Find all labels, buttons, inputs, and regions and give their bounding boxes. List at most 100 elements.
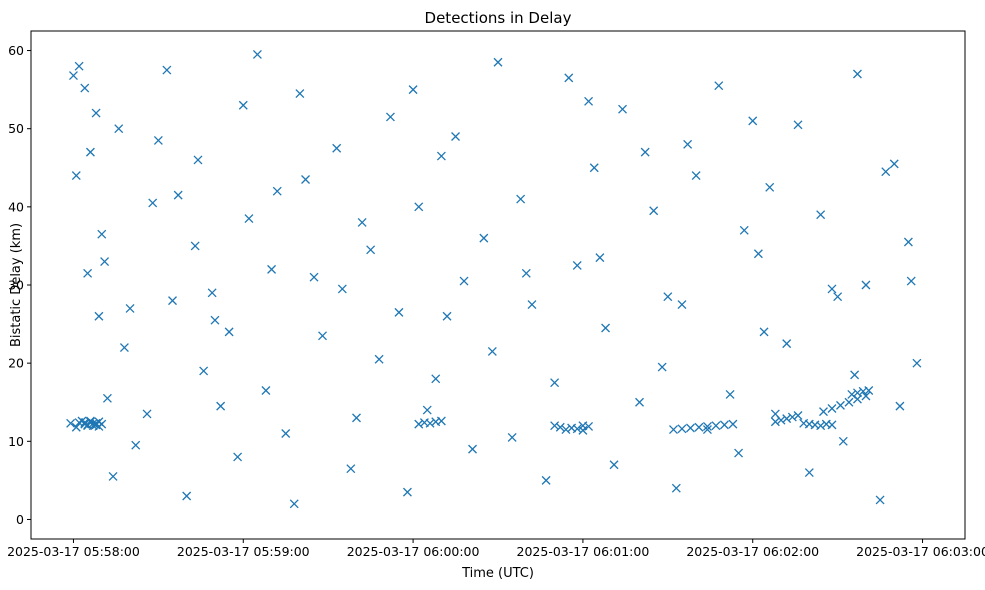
data-point [436, 151, 446, 161]
data-point [125, 303, 135, 313]
data-point [451, 132, 461, 141]
chart-title: Detections in Delay [425, 9, 572, 27]
x-tick-label: 2025-03-17 06:02:00 [686, 544, 819, 559]
data-point [74, 61, 84, 71]
data-point [142, 409, 152, 419]
data-point [97, 229, 107, 239]
x-tick-label: 2025-03-17 06:00:00 [347, 544, 480, 559]
y-tick-label: 10 [8, 434, 24, 449]
data-point [572, 261, 582, 270]
data-point [669, 425, 678, 435]
data-point [719, 420, 729, 430]
data-point [816, 210, 826, 220]
data-point [479, 233, 489, 243]
data-point [468, 444, 477, 454]
data-point [190, 241, 200, 251]
data-point [487, 346, 497, 356]
data-point [609, 460, 619, 470]
data-point [677, 300, 687, 309]
data-point [281, 429, 291, 438]
data-point [272, 186, 282, 196]
data-point [725, 389, 735, 399]
data-point [394, 307, 404, 317]
data-point [97, 419, 107, 429]
data-point [94, 311, 104, 321]
data-point [352, 413, 361, 423]
data-point [618, 104, 627, 114]
data-point [425, 418, 435, 428]
data-point [782, 414, 792, 424]
data-point [793, 411, 803, 420]
data-point [555, 422, 565, 432]
data-point [66, 418, 76, 428]
data-point [91, 108, 101, 118]
data-point [714, 81, 724, 91]
data-point [309, 272, 319, 282]
data-point [793, 120, 803, 130]
data-point [346, 464, 356, 474]
data-point [889, 159, 899, 169]
data-point [759, 327, 769, 337]
data-point [782, 339, 792, 349]
data-point [493, 57, 503, 67]
data-point [833, 292, 843, 302]
data-point [216, 401, 226, 411]
data-point [578, 425, 588, 435]
data-point [261, 386, 271, 395]
data-point [694, 422, 704, 432]
data-markers [66, 49, 922, 509]
data-point [787, 412, 797, 422]
data-point [541, 475, 551, 485]
data-point [337, 284, 347, 294]
y-tick-label: 40 [8, 199, 24, 214]
data-point [252, 49, 262, 59]
x-tick-label: 2025-03-17 05:59:00 [177, 544, 310, 559]
x-axis-label: Time (UTC) [461, 566, 534, 581]
data-point [657, 362, 667, 372]
data-point [295, 89, 305, 98]
data-point [912, 358, 922, 368]
x-tick-label: 2025-03-17 06:01:00 [517, 544, 650, 559]
data-point [224, 327, 234, 337]
data-point [589, 163, 599, 173]
data-point [68, 71, 78, 81]
data-point [102, 393, 112, 403]
data-point [572, 424, 582, 434]
data-point [527, 300, 537, 309]
data-point [906, 276, 916, 286]
data-point [753, 249, 763, 259]
data-point [357, 218, 367, 227]
data-point [238, 100, 248, 110]
data-point [702, 425, 712, 435]
data-point [852, 69, 862, 79]
data-point [819, 407, 828, 417]
data-point [850, 370, 860, 380]
data-point [550, 378, 560, 388]
data-point [100, 257, 110, 267]
data-point [80, 83, 90, 93]
x-tick-label: 2025-03-17 06:03:00 [856, 544, 985, 559]
data-point [301, 175, 310, 184]
data-point [199, 366, 209, 376]
data-point [847, 389, 857, 399]
data-point [640, 147, 650, 157]
data-point [85, 416, 95, 426]
data-point [836, 400, 845, 410]
data-point [881, 167, 891, 177]
data-point [442, 311, 452, 321]
data-point [770, 417, 780, 427]
data-point [677, 424, 687, 434]
data-point [601, 323, 611, 333]
data-point [827, 284, 837, 294]
data-point [521, 268, 531, 278]
data-point [804, 468, 814, 478]
plot-frame [30, 30, 966, 540]
data-point [402, 487, 412, 497]
y-axis-label: Bistatic Delay (km) [9, 223, 24, 347]
data-point [153, 135, 163, 145]
data-point [459, 276, 469, 286]
data-point [827, 420, 837, 430]
data-point [550, 421, 560, 431]
data-point [414, 202, 424, 212]
